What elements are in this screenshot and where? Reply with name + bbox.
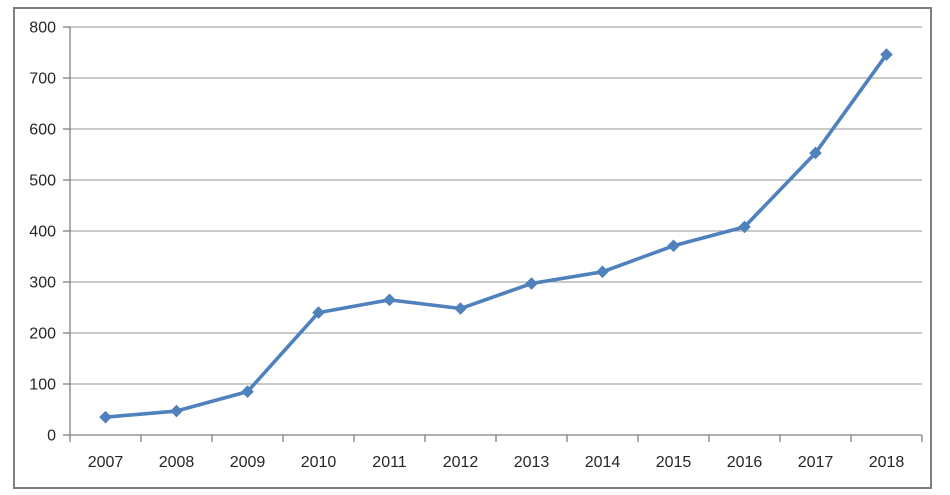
series-line-0 [103,52,889,419]
x-axis-label-2014: 2014 [585,454,621,471]
data-point-marker-2018 [880,48,893,61]
data-point-marker-2010 [312,306,325,319]
x-axis-label-2013: 2013 [514,454,550,471]
y-axis-label-500: 500 [29,173,56,190]
x-axis-label-2011: 2011 [372,454,407,471]
x-axis-label-2008: 2008 [159,454,195,471]
data-point-marker-2008 [170,404,183,418]
y-axis-label-200: 200 [29,326,56,343]
data-point-marker-2009 [241,385,254,398]
data-point-marker-2017 [809,146,822,160]
x-axis-label-2009: 2009 [230,454,266,471]
data-point-marker-2007 [99,410,112,424]
y-axis-label-400: 400 [29,224,56,241]
data-point-marker-2011 [383,293,396,307]
x-axis-label-2017: 2017 [798,454,834,471]
x-axis-label-2015: 2015 [656,454,692,471]
x-axis-label-2010: 2010 [301,454,337,471]
y-axis-label-100: 100 [29,377,56,394]
data-point-marker-2016 [738,220,751,234]
y-axis-label-0: 0 [47,428,56,445]
chart-border [13,7,932,489]
x-axis-label-2016: 2016 [727,454,763,471]
y-axis-label-800: 800 [29,20,56,37]
y-axis-label-700: 700 [29,71,56,88]
x-axis-label-2007: 2007 [88,454,124,471]
data-point-marker-2013 [525,277,538,290]
x-axis-label-2012: 2012 [443,454,479,471]
y-axis-label-300: 300 [29,275,56,292]
x-axis-label-2018: 2018 [869,454,905,471]
y-axis-label-600: 600 [29,122,56,139]
data-point-marker-2012 [454,302,467,315]
data-point-marker-2014 [596,265,609,279]
data-point-marker-2015 [667,239,680,253]
